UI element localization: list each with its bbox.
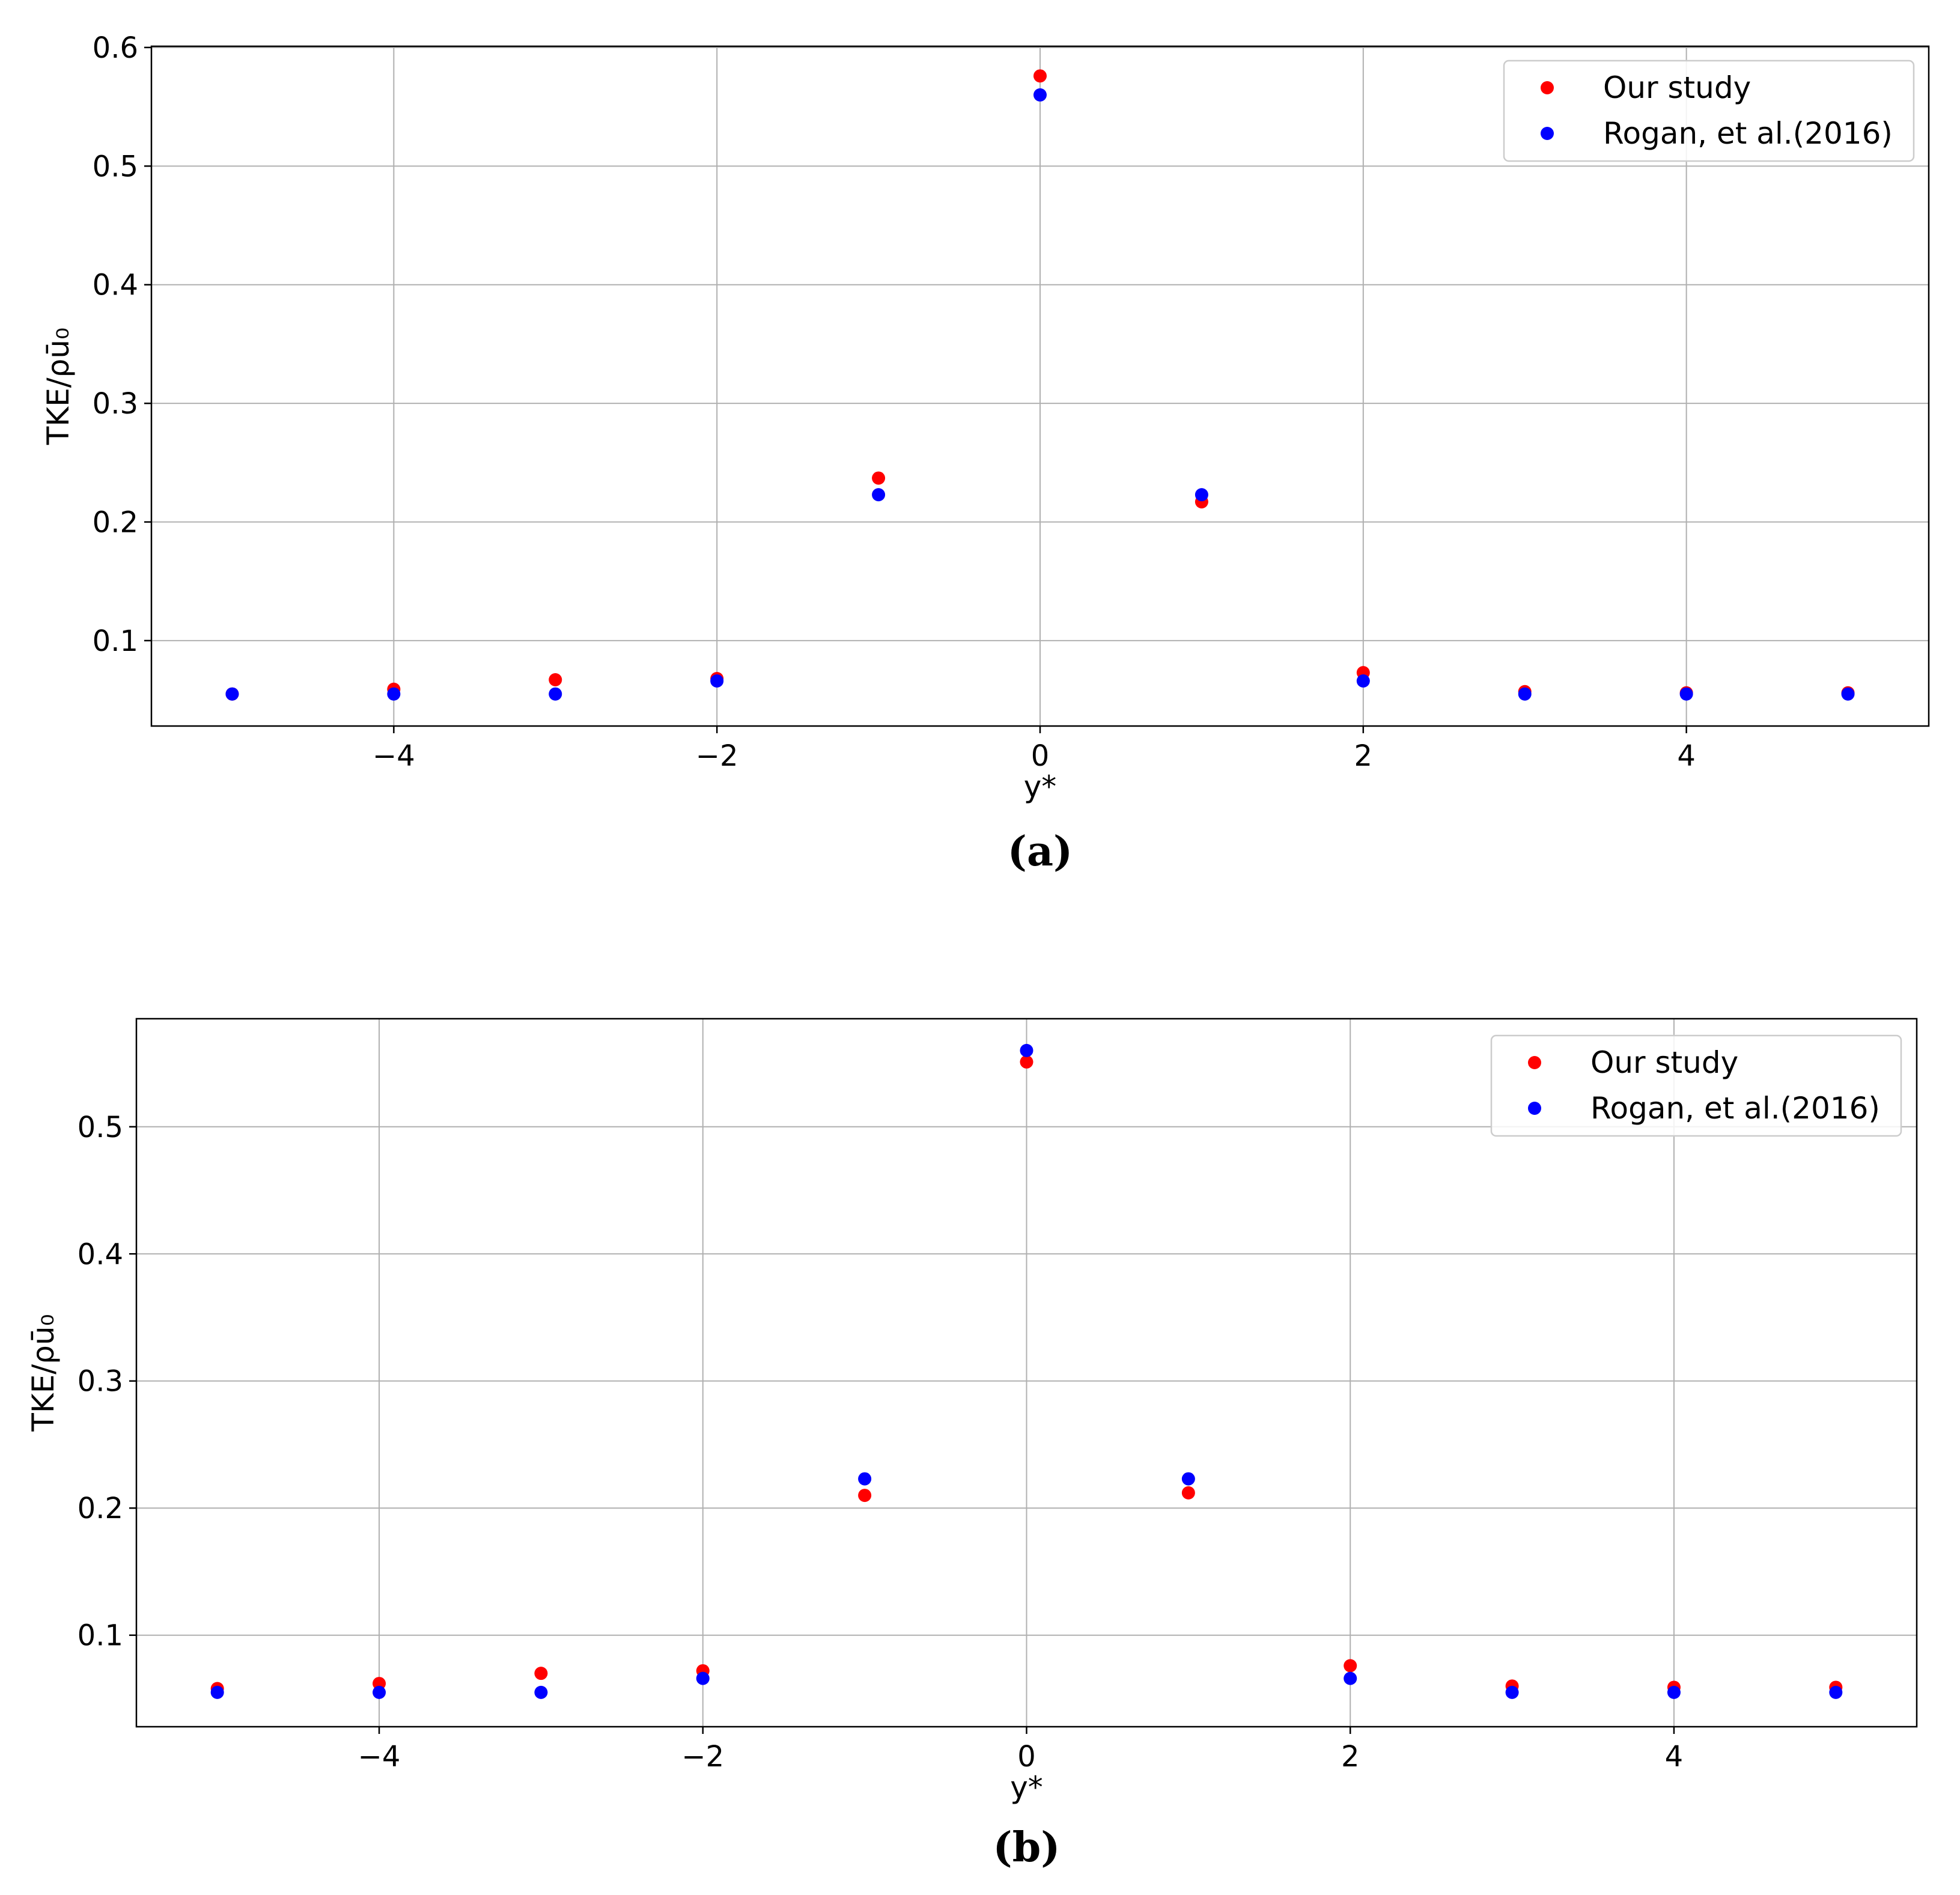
chart-0-series-1-point-8 (1518, 687, 1532, 701)
chart-1-series-1 (210, 1043, 1843, 1699)
chart-1-ylabel: TKE/ρū₀ (26, 1314, 61, 1432)
chart-1-legend-label-1: Rogan, et al.(2016) (1590, 1091, 1880, 1126)
chart-0-ytick-label-2: 0.3 (93, 387, 138, 421)
chart-1-series-1-point-1 (373, 1685, 386, 1699)
chart-1-panel-label: (b) (993, 1823, 1061, 1872)
chart-0: −4 −2 0 2 4 0.1 0.2 0.3 0.4 0.5 0.6 y* TKE/ρū₀ Our st… (41, 31, 1930, 876)
chart-0-ytick-label-1: 0.2 (93, 506, 138, 540)
chart-1-legend-marker-0 (1528, 1056, 1541, 1069)
chart-1-ytick-label-0: 0.1 (78, 1619, 123, 1653)
chart-0-ytick-label-0: 0.1 (93, 624, 138, 658)
chart-0-legend-marker-0 (1541, 81, 1554, 94)
chart-1-xtick-label-3: 2 (1341, 1740, 1360, 1774)
chart-0-ylabel: TKE/ρū₀ (41, 328, 76, 445)
chart-0-ytick-label-3: 0.4 (93, 269, 138, 302)
chart-1-series-1-point-8 (1505, 1685, 1519, 1699)
chart-0-series-1-point-1 (387, 687, 401, 701)
chart-1-series-0-point-5 (1020, 1055, 1033, 1069)
chart-0-series-1-point-3 (710, 674, 724, 688)
chart-0-series-1-point-10 (1841, 687, 1855, 701)
chart-1-xlabel: y* (1010, 1770, 1043, 1805)
chart-0-panel-label: (a) (1008, 828, 1073, 876)
chart-1-ytick-label-1: 0.2 (78, 1492, 123, 1525)
chart-1-series-1-point-6 (1181, 1472, 1195, 1486)
chart-1-series-0-point-7 (1344, 1659, 1357, 1673)
chart-0-xtick-label-3: 2 (1354, 739, 1373, 773)
chart-1-series-1-point-3 (696, 1671, 710, 1685)
chart-0-legend-label-0: Our study (1603, 70, 1751, 105)
chart-0-xtick-label-2: 0 (1031, 739, 1050, 773)
chart-1-series-1-point-0 (210, 1685, 224, 1699)
chart-1-legend-label-0: Our study (1590, 1045, 1738, 1080)
chart-1-series-0-point-2 (534, 1667, 548, 1680)
chart-1-series-1-point-2 (534, 1685, 548, 1699)
chart-1-xtick-label-1: −2 (681, 1740, 724, 1774)
chart-1-series-0-point-4 (858, 1489, 872, 1503)
chart-1-ytick-label-3: 0.4 (78, 1237, 123, 1271)
chart-0-series-1-point-6 (1195, 488, 1208, 502)
chart-0-series-1 (225, 88, 1855, 701)
chart-1-legend: Our study Rogan, et al.(2016) (1490, 1034, 1902, 1137)
chart-0-ytick-label-5: 0.6 (93, 31, 138, 65)
chart-0-series-1-point-2 (549, 687, 562, 701)
chart-0-series-1-point-5 (1033, 88, 1047, 102)
chart-1: −4 −2 0 2 4 0.1 0.2 0.3 0.4 0.5 y* TKE/ρū₀ Our study… (26, 1018, 1918, 1872)
chart-0-series-1-point-4 (872, 488, 886, 502)
chart-0-series-0-point-2 (549, 673, 562, 687)
chart-0-series-0-point-5 (1033, 69, 1047, 83)
chart-1-ytick-label-2: 0.3 (78, 1365, 123, 1399)
chart-0-xtick-label-0: −4 (373, 739, 415, 773)
chart-0-legend-marker-1 (1541, 127, 1554, 140)
chart-1-xtick-label-0: −4 (358, 1740, 401, 1774)
chart-1-xtick-label-2: 0 (1017, 1740, 1036, 1774)
chart-1-series-1-point-5 (1020, 1043, 1033, 1057)
chart-1-ytick-label-4: 0.5 (78, 1111, 123, 1144)
chart-0-legend-label-1: Rogan, et al.(2016) (1603, 116, 1893, 151)
chart-1-series-0-point-6 (1181, 1486, 1195, 1500)
chart-1-series-1-point-4 (858, 1472, 872, 1486)
chart-0-xtick-label-1: −2 (696, 739, 738, 773)
chart-1-series-1-point-7 (1344, 1671, 1357, 1685)
chart-0-xlabel: y* (1024, 769, 1057, 804)
chart-0-xtick-label-4: 4 (1677, 739, 1696, 773)
chart-1-legend-marker-1 (1528, 1102, 1541, 1115)
chart-0-ytick-label-4: 0.5 (93, 150, 138, 183)
chart-0-series-1-point-0 (225, 687, 239, 701)
chart-0-series-1-point-7 (1356, 674, 1370, 688)
chart-0-legend-frame (1503, 60, 1915, 162)
chart-0-legend: Our study Rogan, et al.(2016) (1503, 60, 1915, 162)
chart-1-series-1-point-10 (1829, 1685, 1843, 1699)
chart-0-series-0-point-4 (872, 471, 886, 485)
chart-1-series-1-point-9 (1667, 1685, 1681, 1699)
chart-0-series-1-point-9 (1679, 687, 1693, 701)
chart-1-xtick-label-4: 4 (1665, 1740, 1684, 1774)
chart-1-legend-frame (1490, 1034, 1902, 1137)
